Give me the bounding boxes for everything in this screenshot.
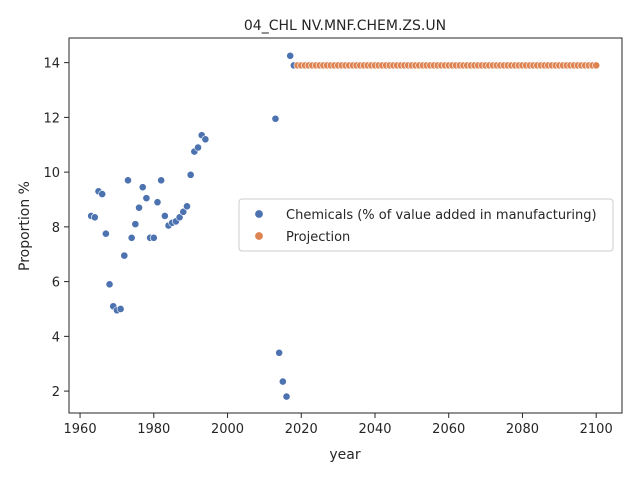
legend: Chemicals (% of value added in manufactu… — [238, 198, 614, 252]
data-point-projection — [592, 61, 601, 70]
data-point-historical — [278, 377, 287, 386]
chart-title: 04_CHL NV.MNF.CHEM.ZS.UN — [244, 18, 446, 34]
data-point-historical — [201, 135, 210, 144]
y-tick-label: 10 — [43, 166, 60, 181]
legend-entry: Projection — [286, 230, 350, 245]
data-point-historical — [179, 207, 188, 216]
data-point-historical — [160, 212, 169, 220]
y-tick-label: 6 — [52, 276, 60, 291]
data-point-historical — [142, 194, 151, 203]
x-axis-label: year — [329, 447, 360, 463]
legend-marker — [254, 231, 264, 241]
y-tick-label: 8 — [52, 221, 60, 236]
data-point-historical — [127, 233, 136, 242]
data-point-historical — [175, 213, 184, 222]
y-tick-label: 14 — [43, 57, 60, 72]
data-point-historical — [138, 183, 147, 192]
data-point-historical — [98, 190, 107, 198]
x-axis: 1960 1980 2000 2020 2040 2060 2080 2100 — [64, 413, 613, 437]
x-tick-label: 1960 — [64, 422, 97, 437]
legend-entry: Chemicals (% of value added in manufactu… — [286, 208, 597, 223]
x-tick-label: 2060 — [432, 422, 465, 437]
y-tick-label: 12 — [43, 111, 60, 126]
data-point-historical — [131, 220, 140, 229]
y-axis-label: Proportion % — [17, 181, 33, 271]
data-point-historical — [105, 280, 114, 289]
x-tick-label: 2000 — [211, 422, 244, 437]
data-point-historical — [282, 392, 291, 401]
data-point-historical — [286, 51, 295, 60]
x-tick-label: 2080 — [506, 422, 539, 437]
plot-frame — [68, 37, 623, 414]
data-point-historical — [101, 229, 110, 238]
y-tick-label: 2 — [52, 385, 60, 400]
data-point-historical — [157, 176, 166, 185]
y-tick-label: 4 — [52, 330, 60, 345]
data-point-historical — [183, 202, 191, 211]
x-tick-label: 1980 — [137, 422, 170, 437]
x-tick-label: 2020 — [285, 422, 318, 437]
legend-box — [238, 198, 614, 252]
data-point-historical — [194, 143, 202, 152]
data-point-historical — [275, 348, 284, 357]
y-axis: 2 4 6 8 10 12 14 — [43, 57, 69, 400]
data-point-historical — [120, 251, 129, 260]
plot-area — [87, 51, 601, 401]
legend-marker — [254, 209, 264, 219]
x-tick-label: 2040 — [358, 422, 391, 437]
data-point-historical — [153, 198, 162, 207]
data-point-historical — [271, 114, 280, 123]
x-tick-label: 2100 — [580, 422, 613, 437]
data-point-historical — [116, 305, 125, 313]
data-point-historical — [135, 203, 143, 212]
data-point-historical — [186, 170, 195, 179]
data-point-historical — [124, 176, 132, 185]
data-point-historical — [90, 213, 99, 222]
data-point-historical — [149, 233, 158, 242]
